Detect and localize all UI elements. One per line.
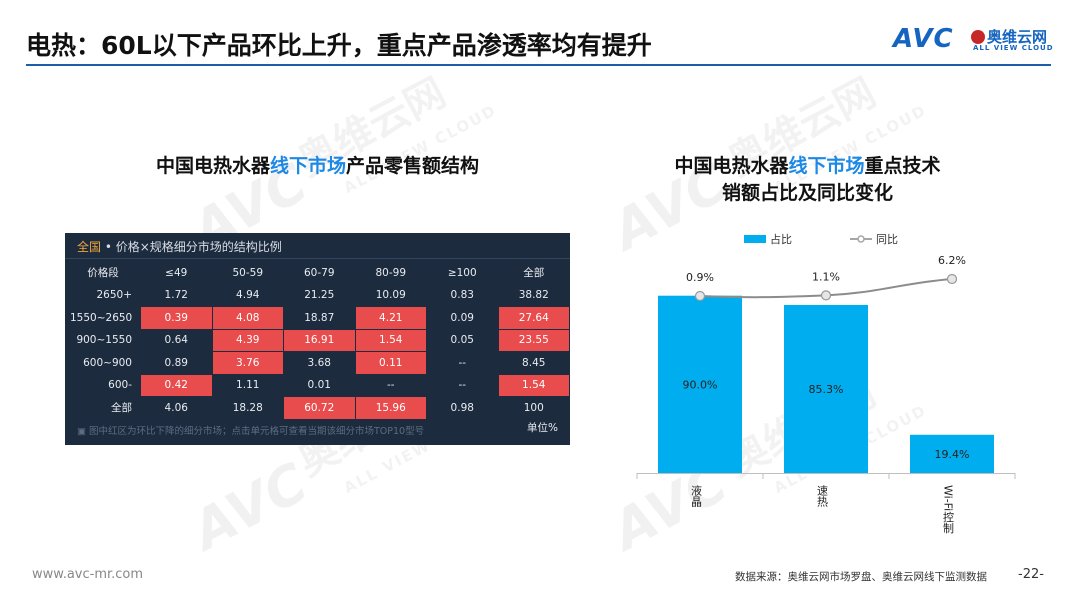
column-header: 80-99 (354, 261, 427, 285)
table-cell-declined[interactable]: 23.55 (497, 328, 570, 352)
table-cell-declined[interactable]: 0.39 (140, 306, 213, 330)
footer-source: 数据来源：奥维云网市场罗盘、奥维云网线下监测数据 (735, 571, 987, 583)
table-cell[interactable]: 18.28 (211, 396, 284, 420)
yoy-point (946, 273, 958, 285)
structure-table: 价格段 ≤49 50-59 60-79 80-99 ≥100 全部 2650+ 1.72 4.94… (65, 261, 570, 420)
panel-unit: 单位% (527, 422, 558, 434)
table-row: 600- 0.42 1.11 0.01 -- -- 1.54 (65, 373, 570, 397)
logo-cn-name: 奥维云网 (971, 26, 1047, 47)
table-cell[interactable]: 0.09 (426, 306, 499, 330)
row-label: 900~1550 (65, 328, 141, 352)
row-label: 1550~2650 (65, 306, 141, 330)
table-cell[interactable]: 4.94 (211, 283, 284, 307)
table-cell[interactable]: 0.83 (426, 283, 499, 307)
table-cell-declined[interactable]: 0.11 (354, 351, 427, 375)
logo-en-name: ALL VIEW CLOUD (973, 44, 1054, 52)
row-label: 全部 (65, 396, 141, 420)
table-row: 1550~2650 0.39 4.08 18.87 4.21 0.09 27.64 (65, 306, 570, 330)
tech-share-chart: 占比 同比 90.0% 85.3% 19.4% 液晶 速热 Wi-Fi控制 0.9% 1.1% 6.… (636, 232, 1016, 533)
column-header: 全部 (497, 261, 570, 285)
logo-mark-icon (971, 30, 985, 44)
bar-data-label: 19.4% (935, 448, 970, 461)
legend-label-yoy: 同比 (876, 233, 898, 246)
table-cell[interactable]: 1.11 (211, 373, 284, 397)
table-cell[interactable]: 8.45 (497, 351, 570, 375)
table-cell-declined[interactable]: 3.76 (211, 351, 284, 375)
table-cell[interactable]: 38.82 (497, 283, 570, 307)
table-cell[interactable]: 0.89 (140, 351, 213, 375)
table-cell[interactable]: -- (426, 351, 499, 375)
right-chart-title: 中国电热水器线下市场重点技术 销额占比及同比变化 (674, 155, 941, 204)
panel-header-divider (65, 258, 570, 259)
logo-brand: AVC (893, 24, 954, 54)
table-cell[interactable]: 0.05 (426, 328, 499, 352)
column-header: 50-59 (211, 261, 284, 285)
table-row: 900~1550 0.64 4.39 16.91 1.54 0.05 23.55 (65, 328, 570, 352)
row-header-label: 价格段 (65, 261, 141, 285)
table-cell-declined[interactable]: 4.08 (211, 306, 284, 330)
column-header: ≤49 (140, 261, 213, 285)
table-cell-declined[interactable]: 0.42 (140, 373, 213, 397)
table-cell[interactable]: -- (426, 373, 499, 397)
yoy-point (694, 290, 706, 302)
bar (658, 295, 742, 473)
yoy-data-label: 6.2% (938, 254, 966, 267)
column-header: ≥100 (426, 261, 499, 285)
table-cell[interactable]: 0.98 (426, 396, 499, 420)
table-cell[interactable]: 21.25 (283, 283, 356, 307)
page-title: 电热：60L以下产品环比上升，重点产品渗透率均有提升 (26, 31, 652, 60)
panel-footnote: ▣ 图中红区为环比下降的细分市场；点击单元格可查看当期该细分市场TOP10型号 (77, 426, 425, 437)
table-cell[interactable]: 0.01 (283, 373, 356, 397)
table-cell[interactable]: 18.87 (283, 306, 356, 330)
legend-marker-yoy (857, 235, 865, 243)
table-cell-declined[interactable]: 15.96 (354, 396, 427, 420)
table-cell-declined[interactable]: 4.39 (211, 328, 284, 352)
watermark-en: ALL VIEW CLOUD (340, 101, 500, 197)
price-spec-panel: 全国 • 价格×规格细分市场的结构比例 价格段 ≤49 50-59 60-79 80-9… (65, 233, 570, 445)
table-cell-declined[interactable]: 4.21 (354, 306, 427, 330)
yoy-data-label: 0.9% (686, 271, 714, 284)
table-header-row: 价格段 ≤49 50-59 60-79 80-99 ≥100 全部 (65, 261, 570, 285)
yoy-point (820, 290, 832, 301)
watermark-avc: AVC (182, 450, 318, 563)
table-cell-declined[interactable]: 27.64 (497, 306, 570, 330)
table-cell[interactable]: 0.64 (140, 328, 213, 352)
table-row: 600~900 0.89 3.76 3.68 0.11 -- 8.45 (65, 351, 570, 375)
legend-label-share: 占比 (770, 232, 792, 246)
bar-data-label: 90.0% (683, 378, 718, 391)
table-cell[interactable]: 4.06 (140, 396, 213, 420)
row-label: 2650+ (65, 283, 141, 307)
panel-region-link[interactable]: 全国 (77, 240, 102, 254)
table-cell-declined[interactable]: 16.91 (283, 328, 356, 352)
table-row: 2650+ 1.72 4.94 21.25 10.09 0.83 38.82 (65, 283, 570, 307)
bar (784, 304, 868, 473)
table-cell[interactable]: -- (354, 373, 427, 397)
table-cell[interactable]: 3.68 (283, 351, 356, 375)
x-tick-label: 速热 (816, 485, 829, 508)
row-label: 600- (65, 373, 141, 397)
info-icon: ▣ (77, 426, 89, 437)
table-cell[interactable]: 100 (497, 396, 570, 420)
bar-data-label: 85.3% (809, 383, 844, 396)
page-number: -22- (1018, 567, 1044, 582)
bar (910, 434, 994, 473)
table-cell[interactable]: 1.72 (140, 283, 213, 307)
yoy-data-label: 1.1% (812, 270, 840, 283)
table-cell-declined[interactable]: 1.54 (497, 373, 570, 397)
footer-url: www.avc-mr.com (32, 567, 144, 582)
panel-header: 全国 • 价格×规格细分市场的结构比例 (77, 240, 282, 254)
x-tick-label: 液晶 (690, 484, 703, 508)
title-divider (26, 64, 1051, 66)
x-tick-label: Wi-Fi控制 (942, 485, 955, 533)
table-cell-declined[interactable]: 60.72 (283, 396, 356, 420)
table-cell-declined[interactable]: 1.54 (354, 328, 427, 352)
table-cell[interactable]: 10.09 (354, 283, 427, 307)
row-label: 600~900 (65, 351, 141, 375)
table-row: 全部 4.06 18.28 60.72 15.96 0.98 100 (65, 396, 570, 420)
legend-swatch-share (744, 235, 766, 243)
column-header: 60-79 (283, 261, 356, 285)
left-chart-title: 中国电热水器线下市场产品零售额结构 (155, 155, 480, 177)
avc-logo: AVC 奥维云网 ALL VIEW CLOUD (893, 22, 1063, 56)
